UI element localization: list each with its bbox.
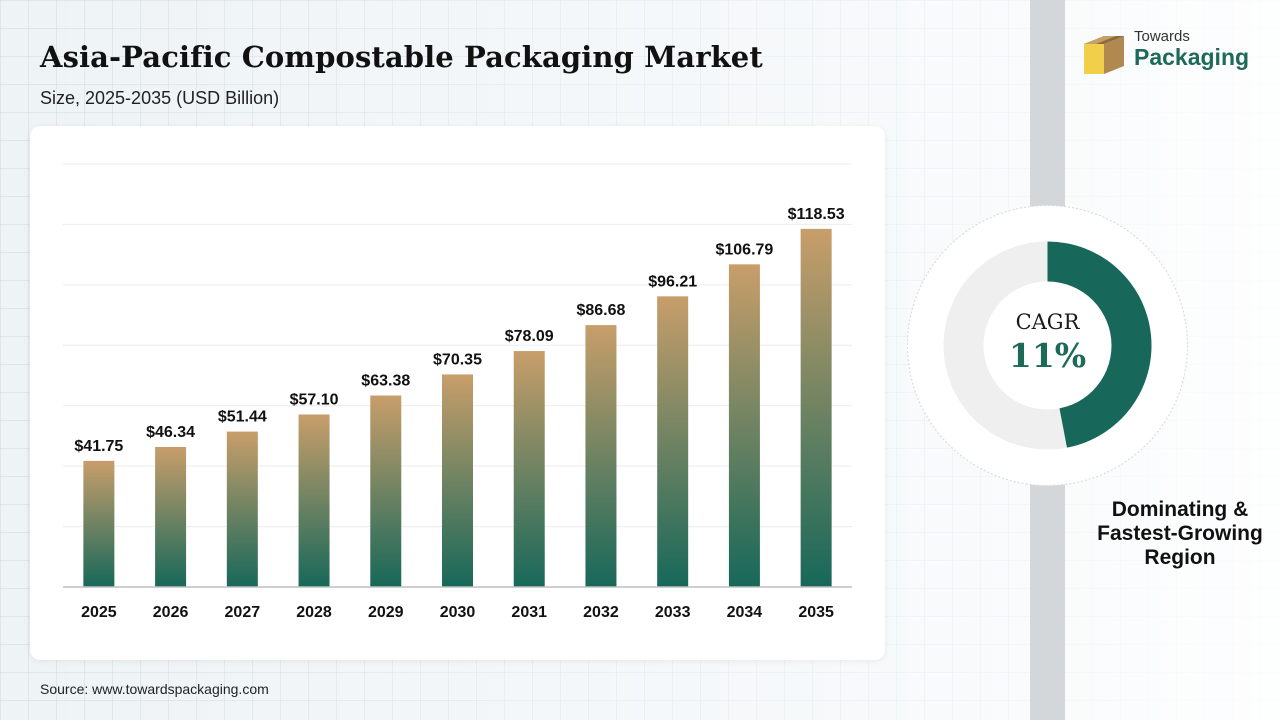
x-tick-2028: 2028 [296, 604, 332, 621]
region-line-1: Dominating & [1111, 498, 1249, 521]
x-tick-2034: 2034 [727, 604, 763, 621]
value-label-2025: $41.75 [74, 438, 123, 455]
bar-2031 [513, 351, 545, 587]
x-tick-2029: 2029 [368, 604, 404, 621]
donut-hole [983, 281, 1112, 410]
bar-2035 [800, 228, 832, 588]
value-label-2031: $78.09 [505, 328, 554, 345]
x-tick-2033: 2033 [655, 604, 691, 621]
value-label-2032: $86.68 [576, 302, 625, 319]
region-caption: Dominating & Fastest-Growing Region [1085, 498, 1275, 570]
x-tick-2026: 2026 [153, 604, 189, 621]
x-tick-labels: 2025 2026 2027 2028 2029 2030 2031 2032 2033 2034… [81, 604, 834, 621]
bar-2033 [657, 296, 689, 587]
brand-line-1: Towards [1134, 28, 1190, 45]
bar-2030 [442, 374, 473, 587]
bar-2027 [226, 431, 258, 587]
bar-2028 [298, 414, 330, 587]
x-tick-2025: 2025 [81, 604, 117, 621]
x-tick-2027: 2027 [225, 604, 261, 621]
x-tick-2035: 2035 [798, 604, 834, 621]
bar-2029 [370, 395, 402, 587]
bar-chart: $41.75 $46.34 $51.44 $57.10 $63.38 $70.35 $78.… [63, 163, 852, 621]
bars [83, 228, 832, 588]
chart-card: $41.75 $46.34 $51.44 $57.10 $63.38 $70.35 $78.… [30, 126, 885, 660]
bar-2032 [585, 325, 617, 587]
brand-logo: Towards Packaging [1082, 28, 1262, 78]
value-label-2030: $70.35 [433, 351, 482, 368]
value-label-2027: $51.44 [218, 409, 267, 426]
x-tick-2030: 2030 [440, 604, 476, 621]
bar-2034 [728, 264, 760, 587]
x-tick-2031: 2031 [511, 604, 547, 621]
bar-2025 [83, 460, 115, 587]
chart-title: Asia-Pacific Compostable Packaging Marke… [40, 40, 763, 74]
box-icon [1084, 36, 1124, 74]
value-label-2034: $106.79 [715, 241, 773, 258]
brand-line-2: Packaging [1134, 44, 1250, 70]
bar-2026 [155, 446, 187, 587]
source-note: Source: www.towardspackaging.com [40, 681, 269, 697]
x-tick-2032: 2032 [583, 604, 619, 621]
value-label-2028: $57.10 [290, 391, 339, 408]
region-line-2: Fastest-Growing [1097, 522, 1263, 545]
chart-subtitle: Size, 2025-2035 (USD Billion) [40, 88, 280, 108]
region-line-3: Region [1144, 546, 1216, 569]
value-labels: $41.75 $46.34 $51.44 $57.10 $63.38 $70.35 $78.… [74, 206, 844, 455]
cagr-donut-chart [906, 204, 1189, 487]
value-label-2033: $96.21 [648, 273, 697, 290]
value-label-2029: $63.38 [361, 373, 410, 390]
cagr-donut: CAGR 11% [905, 203, 1190, 488]
value-label-2035: $118.53 [788, 206, 845, 223]
value-label-2026: $46.34 [146, 424, 195, 441]
